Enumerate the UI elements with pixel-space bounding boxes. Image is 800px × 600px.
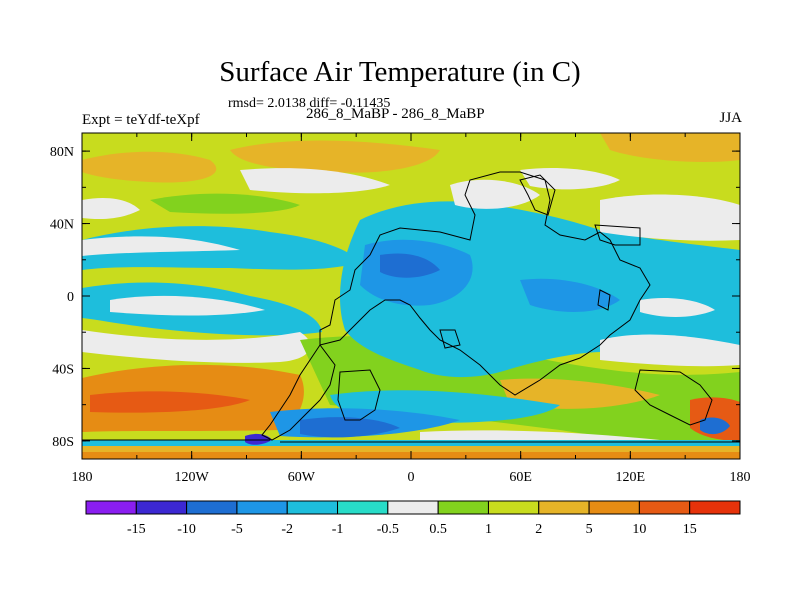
colorbar-swatch (186, 500, 238, 515)
colorbar: -15 -10 -5 -2 -1 -0.5 0.5 1 2 5 10 15 (85, 500, 741, 537)
colorbar-swatch (538, 500, 590, 515)
colorbar-swatch (236, 500, 288, 515)
lon-tick-label: 120W (175, 470, 210, 485)
map-axes: 80N 40N 0 40S 80S 180 120W 60W 0 60E 120E 180 (50, 133, 751, 485)
experiment-label: Expt = teYdf-teXpf (82, 112, 200, 128)
colorbar-swatch (337, 500, 389, 515)
colorbar-label: 5 (586, 522, 593, 537)
lon-tick-label: 180 (72, 470, 93, 485)
colorbar-label: -10 (177, 522, 196, 537)
map-title: Surface Air Temperature (in C) (219, 56, 581, 88)
colorbar-swatch (487, 500, 540, 515)
colorbar-swatch (437, 500, 489, 515)
colorbar-label: 2 (535, 522, 542, 537)
lat-tick-label: 80S (52, 435, 74, 450)
lon-tick-label: 60E (509, 470, 532, 485)
colorbar-label: -5 (231, 522, 243, 537)
colorbar-label: -2 (281, 522, 293, 537)
lat-tick-label: 0 (67, 290, 74, 305)
colorbar-swatch (85, 500, 137, 515)
colorbar-label: 15 (683, 522, 697, 537)
colorbar-swatch (588, 500, 640, 515)
colorbar-swatch (689, 500, 741, 515)
lon-tick-label: 180 (730, 470, 751, 485)
colorbar-swatch (638, 500, 691, 515)
lon-tick-label: 0 (408, 470, 415, 485)
colorbar-swatch (387, 500, 439, 515)
colorbar-swatch (286, 500, 339, 515)
subtitle-label: 286_8_MaBP - 286_8_MaBP (306, 106, 485, 122)
colorbar-label: 1 (485, 522, 492, 537)
stats-label: rmsd= 2.0138 diff= -0.11435 (228, 96, 391, 111)
lon-tick-label: 120E (616, 470, 646, 485)
temperature-field (82, 133, 740, 459)
lat-tick-label: 40N (50, 218, 74, 233)
colorbar-label: -1 (332, 522, 344, 537)
season-label: JJA (719, 110, 742, 126)
lon-tick-label: 60W (288, 470, 316, 485)
colorbar-label: -0.5 (377, 522, 399, 537)
lat-tick-label: 80N (50, 145, 74, 160)
colorbar-label: 10 (632, 522, 646, 537)
lat-tick-label: 40S (52, 362, 74, 377)
colorbar-label: -15 (127, 522, 146, 537)
colorbar-label: 0.5 (429, 522, 447, 537)
colorbar-swatch (135, 500, 188, 515)
